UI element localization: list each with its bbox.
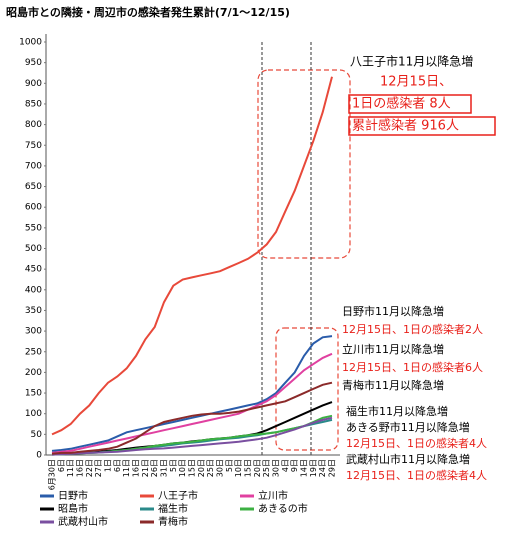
x-tick-label: 20日 [253, 459, 262, 477]
x-tick-label: 26日 [150, 459, 159, 477]
y-tick-label: 150 [25, 389, 42, 399]
annotation: 八王子市11月以降急増 [350, 54, 473, 69]
annotation: 福生市11月以降急増 [346, 404, 448, 418]
annotation: 12月15日、1日の感染者4人 [346, 468, 487, 482]
x-tick-label: 31日 [160, 459, 169, 477]
annotation: 累計感染者 916人 [352, 118, 459, 134]
x-tick-label: 21日 [141, 459, 150, 477]
annotation-box [348, 94, 472, 114]
annotation: 立川市11月以降急増 [342, 342, 444, 356]
annotation: 青梅市11月以降急増 [342, 378, 444, 392]
y-tick-label: 500 [25, 244, 42, 254]
x-tick-label: 6日 [57, 459, 66, 472]
x-tick-label: 10日 [178, 459, 187, 477]
y-tick-label: 850 [25, 99, 42, 109]
series-line [51, 335, 333, 452]
x-tick-label: 11日 [66, 459, 75, 477]
y-tick-label: 300 [25, 327, 42, 337]
x-tick-label: 19日 [309, 459, 318, 477]
y-tick-label: 1000 [19, 38, 42, 48]
series-line [51, 416, 333, 456]
legend-label: あきるの市 [258, 502, 308, 515]
y-tick-label: 950 [25, 58, 42, 68]
y-tick-label: 600 [25, 203, 42, 213]
x-tick-label: 5日 [169, 459, 178, 472]
x-tick-label: 30日 [272, 459, 281, 477]
y-tick-label: 800 [25, 120, 42, 130]
x-tick-label: 4日 [281, 459, 290, 472]
x-tick-label: 29日 [328, 459, 337, 477]
x-tick-label: 15日 [244, 459, 253, 477]
annotation: 武蔵村山市11月以降急増 [346, 452, 470, 466]
legend-label: 日野市 [58, 489, 88, 502]
annotation: 12月15日、1日の感染者2人 [342, 322, 483, 336]
x-tick-label: 15日 [188, 459, 197, 477]
legend-label: 昭島市 [58, 502, 88, 515]
y-tick-label: 50 [31, 430, 43, 440]
annotation: 12月15日、1日の感染者4人 [346, 436, 487, 450]
x-tick-label: 24日 [318, 459, 327, 477]
annotation: 12月15日、 [380, 75, 452, 90]
y-tick-label: 700 [25, 161, 42, 171]
y-tick-label: 250 [25, 347, 42, 357]
y-tick-label: 450 [25, 265, 42, 275]
y-tick-label: 650 [25, 182, 42, 192]
x-tick-label: 16日 [132, 459, 141, 477]
x-tick-label: 14日 [300, 459, 309, 477]
y-tick-label: 900 [25, 79, 42, 89]
x-tick-label: 5日 [225, 459, 234, 472]
x-tick-label: 9日 [290, 459, 299, 472]
x-tick-label: 25日 [206, 459, 215, 477]
series-line [51, 76, 333, 436]
legend-label: 青梅市 [158, 515, 188, 528]
y-tick-label: 0 [36, 451, 42, 461]
y-tick-label: 200 [25, 368, 42, 378]
y-tick-label: 350 [25, 306, 42, 316]
x-tick-label: 1日 [104, 459, 113, 472]
legend-label: 福生市 [158, 502, 188, 515]
legend-label: 立川市 [258, 489, 288, 502]
x-tick-label: 11日 [122, 459, 131, 477]
x-tick-label: 27日 [94, 459, 103, 477]
highlight-box [257, 69, 351, 259]
x-tick-label: 10日 [234, 459, 243, 477]
x-tick-label: 30日 [216, 459, 225, 477]
chart-title: 昭島市との隣接・周辺市の感染者発生累計(7/1～12/15) [6, 5, 290, 19]
highlight-box [275, 327, 339, 451]
x-tick-label: 25日 [262, 459, 271, 477]
x-tick-label: 20日 [197, 459, 206, 477]
annotation: 1日の感染者 8人 [352, 96, 451, 112]
x-tick-label: 6日 [113, 459, 122, 472]
legend-label: 八王子市 [158, 489, 198, 502]
x-tick-label: 6月30日 [48, 459, 57, 490]
series-line [51, 381, 333, 455]
annotation: あきる野市11月以降急増 [346, 420, 470, 434]
legend-label: 武蔵村山市 [58, 515, 108, 528]
y-tick-label: 100 [25, 409, 42, 419]
x-tick-label: 22日 [85, 459, 94, 477]
y-tick-label: 750 [25, 141, 42, 151]
annotation-box [348, 116, 496, 136]
annotation: 日野市11月以降急増 [342, 304, 444, 318]
x-tick-label: 16日 [76, 459, 85, 477]
annotation: 12月15日、1日の感染者6人 [342, 360, 483, 374]
y-tick-label: 400 [25, 285, 42, 295]
series-line [51, 352, 333, 454]
y-tick-label: 550 [25, 223, 42, 233]
